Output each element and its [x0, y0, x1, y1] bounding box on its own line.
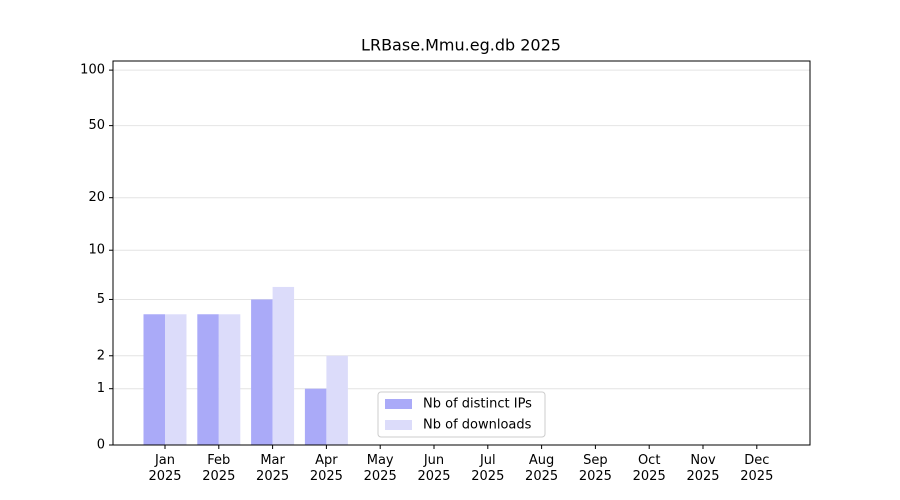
x-tick-label: Nov 2025 — [686, 453, 720, 484]
legend-label: Nb of downloads — [423, 418, 532, 433]
x-tick-label: Sep 2025 — [578, 453, 612, 484]
x-tick-label: Jun 2025 — [417, 453, 451, 484]
legend-label: Nb of distinct IPs — [423, 397, 532, 412]
legend-swatch — [385, 420, 412, 430]
chart-title: LRBase.Mmu.eg.db 2025 — [361, 36, 561, 55]
bar — [251, 299, 273, 445]
bar — [304, 388, 327, 445]
legend-box — [377, 391, 546, 438]
y-tick-label: 20 — [88, 190, 105, 205]
x-tick-label: May 2025 — [363, 453, 397, 484]
plot-frame — [112, 60, 811, 446]
bar — [272, 286, 295, 445]
x-tick-label: Dec 2025 — [740, 453, 774, 484]
y-tick-label: 5 — [97, 292, 105, 307]
legend-swatch — [385, 399, 412, 409]
y-tick-label: 50 — [88, 118, 105, 133]
x-tick-label: Aug 2025 — [525, 453, 559, 484]
bar — [165, 314, 187, 445]
x-tick-label: Jan 2025 — [148, 453, 182, 484]
x-tick-label: Apr 2025 — [309, 453, 343, 484]
y-tick-label: 100 — [80, 63, 105, 78]
x-tick-label: Oct 2025 — [632, 453, 666, 484]
y-tick-label: 0 — [97, 438, 105, 453]
bar — [218, 314, 241, 445]
bar — [197, 314, 219, 445]
y-tick-label: 10 — [88, 243, 105, 258]
bar — [143, 314, 165, 445]
legend: Nb of distinct IPs Nb of downloads — [377, 391, 546, 438]
bar — [326, 355, 348, 445]
x-tick-label: Mar 2025 — [256, 453, 290, 484]
x-tick-label: Jul 2025 — [471, 453, 505, 484]
y-tick-label: 1 — [97, 381, 105, 396]
y-tick-label: 2 — [97, 348, 105, 363]
x-tick-label: Feb 2025 — [202, 453, 236, 484]
